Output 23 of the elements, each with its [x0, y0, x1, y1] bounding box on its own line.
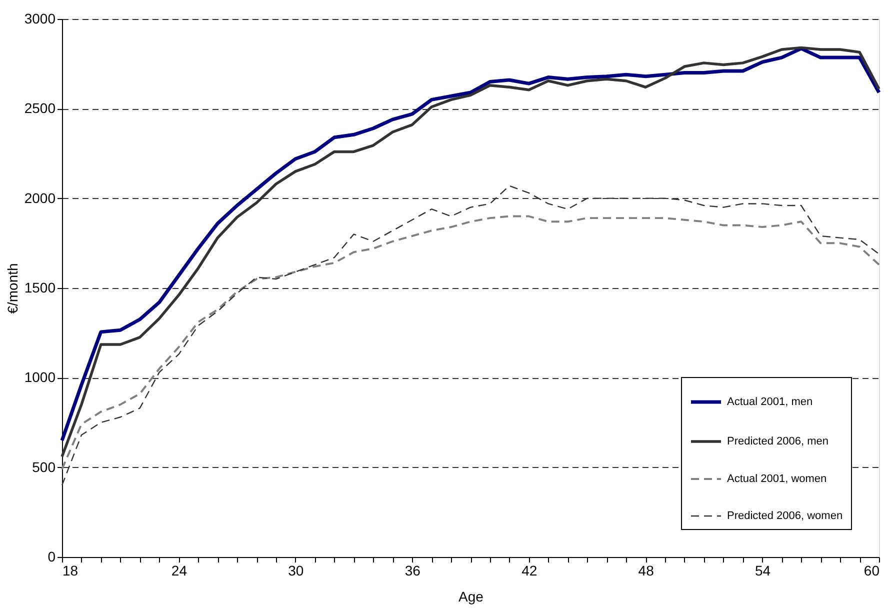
y-tick-label: 2500 [24, 100, 56, 116]
legend-label: Actual 2001, women [727, 473, 827, 485]
line-series [61, 185, 880, 486]
y-tick-label: 500 [32, 458, 56, 475]
x-tick-label: 54 [754, 562, 771, 578]
x-tick-label: 42 [522, 562, 538, 578]
legend-label: Actual 2001, men [727, 396, 813, 408]
legend-label: Predicted 2006, women [727, 510, 843, 522]
y-tick-label: 1500 [24, 280, 56, 296]
line-series [61, 215, 880, 470]
y-axis-title: €/month [4, 263, 20, 314]
x-tick-label: 18 [62, 562, 78, 578]
y-tick-label: 1000 [24, 369, 56, 386]
x-axis-title: Age [458, 588, 484, 604]
x-tick-label: 24 [171, 562, 188, 578]
legend-label: Predicted 2006, men [727, 436, 829, 448]
x-tick-label: 30 [288, 562, 304, 578]
x-tick-label: 60 [864, 562, 880, 578]
y-tick-label: 2000 [24, 190, 56, 206]
y-tick-label: 0 [48, 548, 56, 564]
y-tick-label: 3000 [24, 10, 56, 26]
x-tick-label: 48 [638, 562, 654, 578]
x-tick-label: 36 [404, 562, 421, 578]
